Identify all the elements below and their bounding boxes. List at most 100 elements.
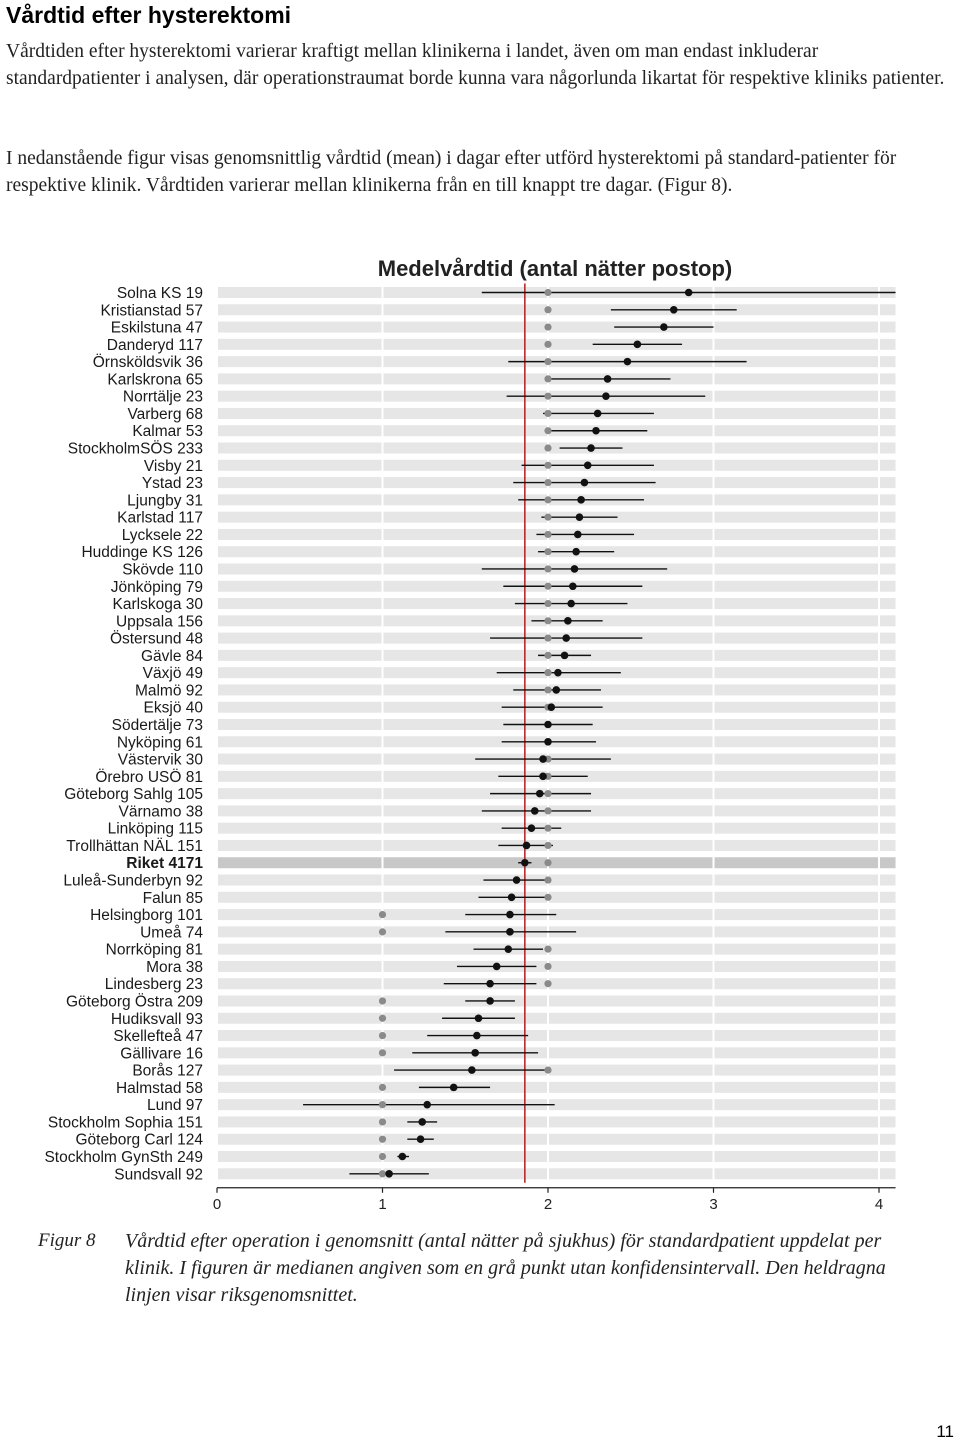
x-tick-label: 2 [544, 1196, 552, 1213]
figure-caption-text: Vårdtid efter operation i genomsnitt (an… [125, 1230, 886, 1306]
row-label: Kristianstad 57 [100, 302, 203, 319]
mean-point [486, 979, 494, 988]
mean-point [544, 737, 552, 746]
row-label: Ljungby 31 [127, 492, 203, 509]
x-tick-label: 1 [378, 1196, 386, 1213]
row-label: Eskilstuna 47 [111, 320, 203, 337]
mean-point [570, 565, 579, 573]
chart-title: Medelvårdtid (antal nätter postop) [378, 256, 732, 281]
median-point [544, 1066, 552, 1074]
mean-point [418, 1118, 427, 1126]
row-label: Karlskoga 30 [113, 596, 204, 613]
row-label: Uppsala 156 [116, 613, 203, 630]
median-point [544, 565, 552, 573]
page-heading: Vårdtid efter hysterektomi [6, 2, 292, 28]
median-point [544, 392, 552, 400]
confidence-intervals [303, 291, 896, 1175]
mean-point [449, 1083, 458, 1092]
median-point [378, 1152, 387, 1161]
median-point [544, 859, 552, 867]
row-band [217, 891, 896, 903]
row-band [217, 1047, 896, 1059]
row-label: Södertälje 73 [112, 717, 203, 734]
mean-point [569, 582, 577, 591]
median-point [544, 893, 552, 901]
median-point [544, 427, 552, 435]
mean-point [560, 651, 569, 660]
mean-point [603, 375, 612, 383]
row-label: Norrtälje 23 [123, 389, 203, 406]
vertical-gridlines [216, 284, 880, 1182]
median-point [544, 375, 552, 383]
median-point [544, 634, 552, 642]
figure-caption-label: Figur 8 [38, 1230, 96, 1251]
mean-point [547, 703, 556, 712]
row-label: Skövde 110 [122, 561, 203, 578]
row-band [217, 943, 896, 955]
row-label: Göteborg Carl 124 [75, 1132, 203, 1149]
median-point [544, 980, 552, 988]
median-point [378, 928, 387, 936]
mean-point [473, 1031, 481, 1040]
row-label: Örnsköldsvik 36 [93, 353, 203, 371]
mean-point [474, 1014, 483, 1023]
row-band [217, 1099, 896, 1111]
mean-point [423, 1100, 431, 1109]
forest-plot-chart: Medelvårdtid (antal nätter postop) Solna… [44, 256, 896, 1213]
median-point [378, 1101, 387, 1109]
mean-point [512, 876, 521, 884]
mean-point [567, 599, 575, 608]
row-label: Linköping 115 [108, 821, 203, 838]
median-point [378, 1049, 387, 1057]
mean-point [552, 686, 561, 694]
median-point [544, 651, 552, 659]
row-band [217, 1030, 896, 1042]
median-point [544, 530, 552, 539]
row-label: Göteborg Sahlg 105 [64, 786, 203, 803]
median-point [544, 548, 552, 556]
intro-paragraph: Vårdtiden efter hysterektomi varierar kr… [6, 41, 945, 89]
row-label: Ystad 23 [142, 475, 203, 492]
mean-point [507, 893, 516, 902]
row-band [217, 995, 896, 1007]
row-label: Växjö 49 [143, 665, 203, 682]
row-label: Hudiksvall 93 [111, 1011, 203, 1028]
median-point [378, 1170, 387, 1178]
row-label: Trollhättan NÄL 151 [66, 838, 203, 855]
mean-point [564, 617, 572, 625]
row-label: Umeå 74 [140, 924, 203, 941]
row-band [217, 839, 896, 851]
row-band [217, 1064, 896, 1076]
median-point [544, 962, 552, 971]
median-point [544, 496, 552, 504]
row-label: Luleå-Sunderbyn 92 [63, 873, 203, 890]
row-label: Riket 4171 [126, 855, 203, 872]
mean-point [398, 1152, 407, 1161]
row-label: Visby 21 [144, 458, 203, 475]
median-point [544, 478, 552, 487]
row-label: Norrköping 81 [106, 942, 203, 959]
median-point [544, 599, 552, 608]
row-label: Huddinge KS 126 [81, 544, 203, 561]
mean-point [539, 772, 547, 781]
mean-point [492, 962, 501, 971]
mean-point [573, 530, 582, 539]
row-band [217, 338, 896, 350]
mean-point [669, 305, 678, 314]
mean-point [486, 997, 494, 1005]
row-label: Örebro USÖ 81 [95, 768, 203, 786]
row-band [217, 978, 896, 990]
x-tick-label: 0 [213, 1196, 221, 1213]
mean-point [592, 426, 600, 435]
row-label: Solna KS 19 [117, 285, 203, 302]
row-label: Gävle 84 [141, 648, 203, 665]
row-band [217, 321, 896, 333]
row-band [217, 304, 896, 316]
row-bands [217, 287, 896, 1180]
median-point [378, 1014, 387, 1022]
row-label: Karlskrona 65 [107, 371, 203, 388]
row-label: Kalmar 53 [132, 423, 203, 440]
row-label: Lindesberg 23 [105, 976, 203, 993]
median-point [544, 824, 552, 832]
mean-point [593, 409, 602, 418]
